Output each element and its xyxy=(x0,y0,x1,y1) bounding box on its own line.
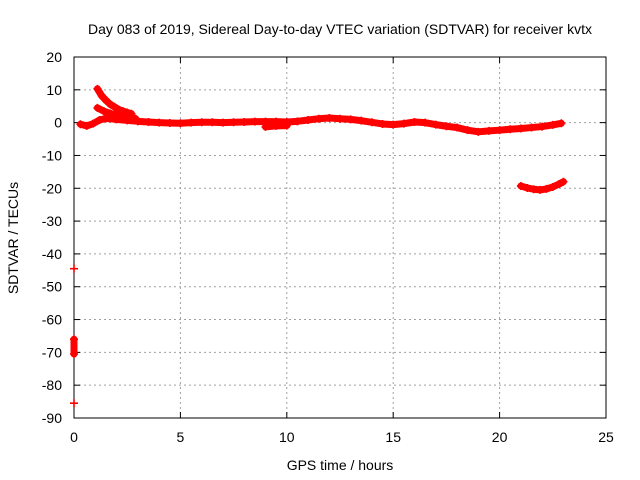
series-early-arc-1 xyxy=(93,84,136,118)
y-tick-label: -60 xyxy=(42,312,62,328)
data-point xyxy=(559,177,568,186)
y-tick-label: -70 xyxy=(42,344,62,360)
x-tick-label: 5 xyxy=(177,429,185,445)
x-tick-label: 15 xyxy=(385,429,401,445)
data-point xyxy=(557,119,566,128)
y-tick-label: -40 xyxy=(42,246,62,262)
data-point xyxy=(70,350,78,359)
y-tick-label: -20 xyxy=(42,180,62,196)
x-tick-label: 20 xyxy=(492,429,508,445)
y-tick-label: -30 xyxy=(42,213,62,229)
series-outliers-at-x-0 xyxy=(70,264,78,408)
y-tick-label: -80 xyxy=(42,377,62,393)
x-tick-label: 10 xyxy=(279,429,295,445)
y-tick-label: -10 xyxy=(42,147,62,163)
grid xyxy=(74,57,606,418)
chart-title: Day 083 of 2019, Sidereal Day-to-day VTE… xyxy=(88,21,592,37)
x-tick-label: 0 xyxy=(70,429,78,445)
data-point xyxy=(70,399,78,408)
y-tick-label: 0 xyxy=(54,115,62,131)
y-tick-label: -90 xyxy=(42,410,62,426)
series-low-gap-points xyxy=(261,121,291,131)
y-tick-label: -50 xyxy=(42,279,62,295)
data-marks xyxy=(70,84,568,408)
y-tick-label: 10 xyxy=(46,82,62,98)
x-axis-label: GPS time / hours xyxy=(287,457,394,473)
series-late-arc xyxy=(516,177,568,194)
y-tick-label: 20 xyxy=(46,49,62,65)
x-tick-label: 25 xyxy=(598,429,614,445)
y-axis-label: SDTVAR / TECUs xyxy=(5,182,21,294)
series-main-trace xyxy=(76,114,566,136)
data-point xyxy=(282,121,291,130)
plot-frame xyxy=(73,56,607,419)
series-early-arc-2 xyxy=(93,103,140,123)
data-point xyxy=(70,264,78,273)
axis-ticks: 0 5 10 15 20 25 20 10 0 -10 -20 -30 -40 -50 -60 -70 -80 -… xyxy=(42,49,614,445)
data-point xyxy=(131,114,140,123)
